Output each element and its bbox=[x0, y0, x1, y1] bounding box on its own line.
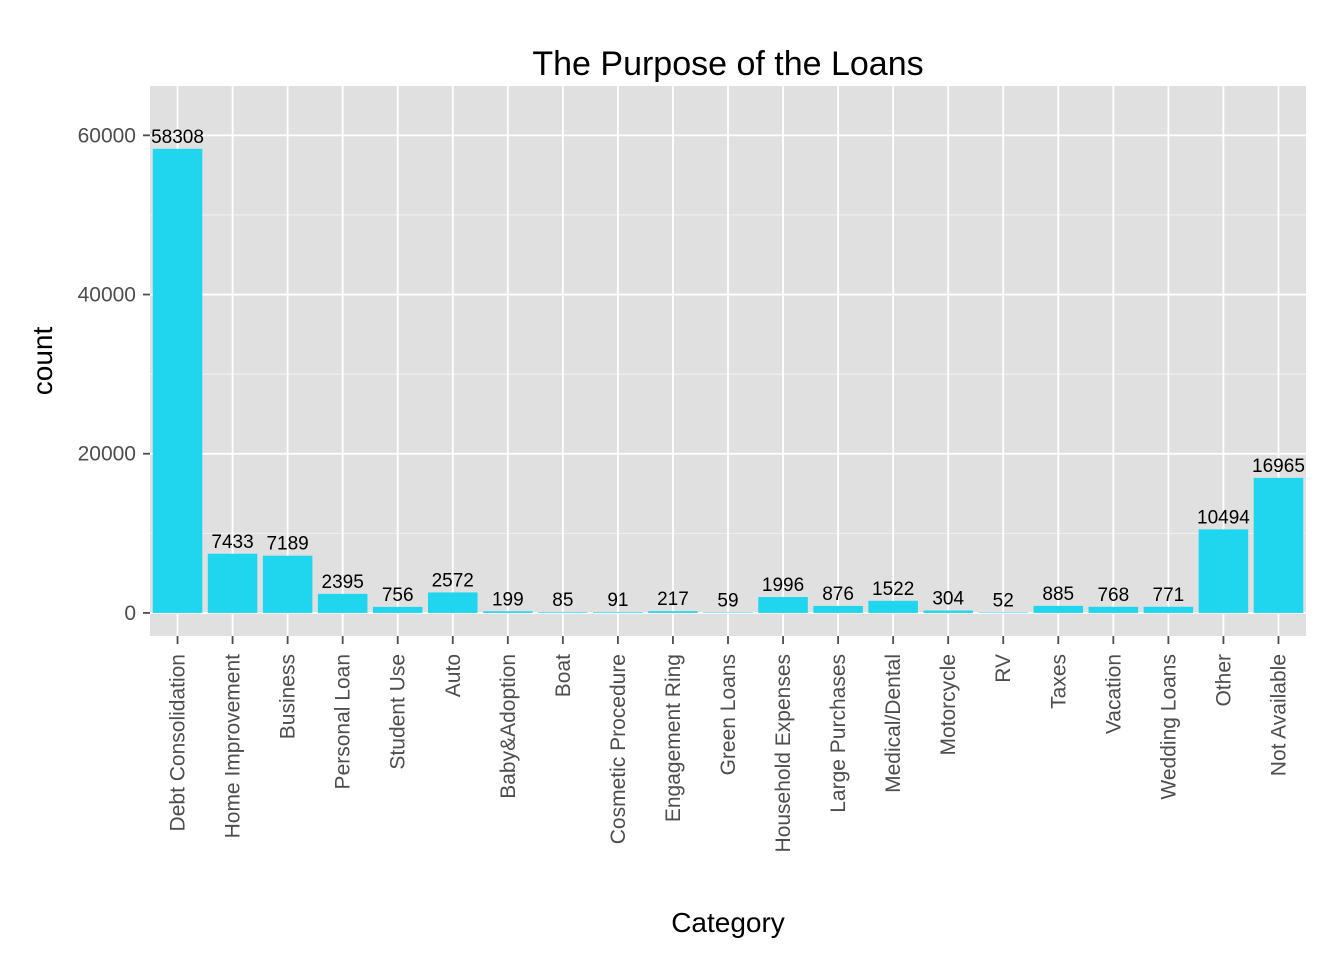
bar bbox=[538, 612, 588, 613]
bar-value-label: 2572 bbox=[432, 570, 474, 591]
bar-value-label: 58308 bbox=[151, 127, 204, 148]
x-axis-title: Category bbox=[671, 907, 785, 938]
y-tick-label: 20000 bbox=[78, 443, 136, 466]
bar bbox=[152, 148, 203, 613]
bar-value-label: 85 bbox=[552, 590, 573, 611]
bar bbox=[262, 555, 313, 613]
x-tick-label: Motorcycle bbox=[937, 654, 960, 756]
bar bbox=[1253, 477, 1304, 613]
x-axis: Debt Consolidation Home Improvement Busine… bbox=[167, 636, 1290, 852]
bar bbox=[483, 611, 533, 613]
x-tick-label: Not Available bbox=[1267, 654, 1290, 776]
bar bbox=[868, 600, 918, 613]
bar-value-label: 7189 bbox=[266, 534, 308, 555]
x-tick-label: Personal Loan bbox=[332, 654, 355, 789]
bars bbox=[152, 148, 1304, 614]
bar-value-label: 304 bbox=[932, 588, 964, 609]
bar-value-label: 885 bbox=[1042, 584, 1074, 605]
x-tick-label: Green Loans bbox=[717, 654, 740, 775]
bar bbox=[1143, 606, 1194, 613]
x-tick-label: Debt Consolidation bbox=[167, 654, 190, 831]
x-tick-label: Baby&Adoption bbox=[497, 654, 520, 799]
bar-value-label: 217 bbox=[657, 589, 689, 610]
bar bbox=[427, 592, 478, 613]
bar bbox=[648, 611, 698, 613]
x-tick-label: Home Improvement bbox=[222, 654, 245, 839]
y-axis-title: count bbox=[27, 327, 58, 396]
bar bbox=[372, 606, 423, 613]
bar-value-label: 199 bbox=[492, 589, 524, 610]
x-tick-label: Household Expenses bbox=[772, 654, 795, 852]
y-axis: 0 20000 40000 60000 bbox=[78, 124, 150, 625]
bar-value-label: 1522 bbox=[872, 579, 914, 600]
bar-value-label: 7433 bbox=[211, 532, 253, 553]
bar bbox=[758, 597, 808, 613]
x-tick-label: Vacation bbox=[1102, 654, 1125, 734]
bar bbox=[703, 612, 753, 613]
x-tick-label: Cosmetic Procedure bbox=[607, 654, 630, 844]
bar bbox=[593, 612, 643, 613]
bar-value-label: 768 bbox=[1097, 585, 1129, 606]
x-tick-label: Other bbox=[1212, 654, 1235, 707]
y-tick-label: 0 bbox=[124, 602, 136, 625]
major-gridlines bbox=[150, 86, 1306, 636]
bar bbox=[317, 593, 368, 613]
x-tick-label: Wedding Loans bbox=[1157, 654, 1180, 800]
bar bbox=[813, 605, 863, 613]
x-tick-label: Auto bbox=[442, 654, 465, 697]
bar-value-label: 59 bbox=[717, 590, 738, 611]
x-tick-label: Student Use bbox=[387, 654, 410, 770]
bar-value-label: 756 bbox=[382, 585, 414, 606]
bar bbox=[1088, 606, 1139, 613]
y-tick-label: 40000 bbox=[78, 284, 136, 307]
bar bbox=[978, 612, 1029, 614]
x-tick-label: Business bbox=[277, 654, 300, 739]
bar-value-label: 10494 bbox=[1197, 507, 1250, 528]
bar bbox=[207, 553, 258, 613]
x-tick-label: Engagement Ring bbox=[662, 654, 685, 822]
x-tick-label: Taxes bbox=[1047, 654, 1070, 709]
bar bbox=[1033, 605, 1084, 613]
x-tick-label: Boat bbox=[552, 654, 575, 697]
x-tick-label: Large Purchases bbox=[827, 654, 850, 813]
bar-value-labels: 58308 7433 7189 2395 756 2572 199 85 91 217 59 1996… bbox=[151, 127, 1305, 612]
bar-value-label: 771 bbox=[1153, 585, 1185, 606]
bar-value-label: 876 bbox=[822, 584, 854, 605]
x-tick-label: Medical/Dental bbox=[882, 654, 905, 793]
x-tick-label: RV bbox=[992, 654, 1015, 683]
bar-value-label: 16965 bbox=[1252, 456, 1305, 477]
bar-value-label: 52 bbox=[993, 591, 1014, 612]
bar bbox=[1198, 529, 1249, 613]
chart-title: The Purpose of the Loans bbox=[532, 45, 923, 83]
bar bbox=[923, 610, 973, 613]
y-tick-label: 60000 bbox=[78, 124, 136, 147]
bar-value-label: 91 bbox=[607, 590, 628, 611]
bar-value-label: 1996 bbox=[762, 575, 804, 596]
bar-value-label: 2395 bbox=[322, 572, 364, 593]
